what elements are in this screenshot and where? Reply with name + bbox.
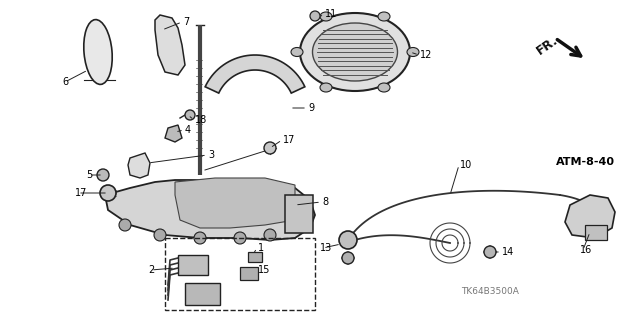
Ellipse shape	[378, 12, 390, 21]
Text: 17: 17	[283, 135, 296, 145]
Text: 1: 1	[258, 243, 264, 253]
Text: 9: 9	[308, 103, 314, 113]
Bar	[248, 252, 262, 262]
Text: 12: 12	[420, 50, 433, 60]
Text: 11: 11	[325, 9, 337, 19]
Text: ATM-8-40: ATM-8-40	[556, 157, 615, 167]
Bar	[585, 225, 607, 240]
Circle shape	[194, 232, 206, 244]
Text: 5: 5	[86, 170, 92, 180]
Ellipse shape	[312, 23, 397, 81]
Text: TK64B3500A: TK64B3500A	[461, 287, 519, 296]
Ellipse shape	[320, 12, 332, 21]
Text: 13: 13	[320, 243, 332, 253]
Circle shape	[264, 229, 276, 241]
Ellipse shape	[84, 19, 112, 85]
Text: FR.: FR.	[534, 34, 560, 58]
Bar	[240, 267, 258, 280]
Text: 3: 3	[208, 150, 214, 160]
Ellipse shape	[291, 48, 303, 56]
Polygon shape	[205, 55, 305, 93]
Bar	[178, 255, 208, 275]
Circle shape	[484, 246, 496, 258]
Bar	[165, 238, 315, 310]
Circle shape	[310, 11, 320, 21]
Ellipse shape	[407, 48, 419, 56]
Polygon shape	[175, 178, 295, 228]
Circle shape	[264, 142, 276, 154]
Text: 10: 10	[460, 160, 472, 170]
Text: 8: 8	[322, 197, 328, 207]
Bar	[285, 195, 313, 233]
Bar	[185, 283, 220, 305]
Text: 17: 17	[75, 188, 88, 198]
Polygon shape	[155, 15, 185, 75]
Circle shape	[185, 110, 195, 120]
Ellipse shape	[320, 83, 332, 92]
Polygon shape	[128, 153, 150, 178]
Polygon shape	[105, 180, 315, 240]
Circle shape	[154, 229, 166, 241]
Text: 2: 2	[148, 265, 154, 275]
Circle shape	[342, 252, 354, 264]
Text: 14: 14	[502, 247, 515, 257]
Text: 15: 15	[258, 265, 270, 275]
Text: 4: 4	[185, 125, 191, 135]
Circle shape	[100, 185, 116, 201]
Circle shape	[119, 219, 131, 231]
Circle shape	[339, 231, 357, 249]
Polygon shape	[165, 125, 182, 142]
Ellipse shape	[378, 83, 390, 92]
Circle shape	[234, 232, 246, 244]
Text: 7: 7	[183, 17, 189, 27]
Ellipse shape	[300, 13, 410, 91]
Text: 16: 16	[580, 245, 592, 255]
Circle shape	[97, 169, 109, 181]
Text: 6: 6	[62, 77, 68, 87]
Text: 18: 18	[195, 115, 207, 125]
Polygon shape	[565, 195, 615, 238]
